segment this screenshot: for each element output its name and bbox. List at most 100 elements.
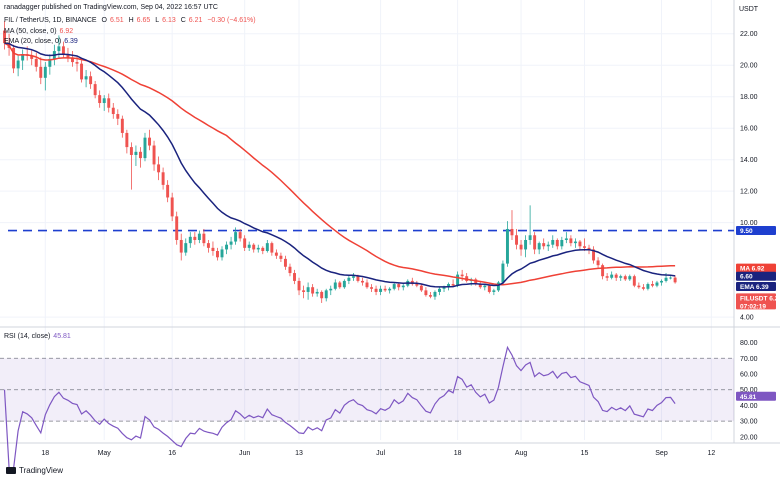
- candle-body: [3, 30, 7, 44]
- candle: [360, 277, 364, 286]
- candle-body: [197, 233, 201, 240]
- candle-body: [170, 197, 174, 217]
- candle-body: [220, 249, 224, 258]
- candle: [179, 233, 183, 261]
- candle-body: [107, 98, 111, 108]
- candle-body: [555, 239, 559, 247]
- candle-body: [143, 137, 147, 159]
- price-badge-text: 6.60: [740, 274, 753, 281]
- price-badge: 6.60: [736, 271, 776, 281]
- symbol-badge-text: 07:02:19: [740, 303, 766, 310]
- candle-body: [351, 276, 355, 278]
- change-value: −0.30 (−4.61%): [207, 17, 256, 24]
- candle: [573, 238, 577, 248]
- candle: [297, 277, 301, 296]
- candle: [533, 232, 537, 255]
- candle: [89, 71, 93, 89]
- candle-body: [80, 63, 84, 80]
- price-tick-label: 18.00: [740, 94, 758, 101]
- candle: [30, 49, 34, 66]
- candle-body: [256, 247, 260, 250]
- candle: [333, 279, 337, 291]
- candle: [397, 282, 401, 291]
- candle: [388, 287, 392, 294]
- candle-body: [152, 145, 156, 165]
- low-value: 6.13: [162, 17, 176, 24]
- candle-body: [216, 251, 219, 258]
- candle-body: [415, 284, 419, 286]
- candle-body: [311, 287, 315, 294]
- candle-body: [30, 55, 34, 59]
- rsi-tick-label: 60.00: [740, 372, 758, 379]
- rsi-tick-label: 40.00: [740, 403, 758, 410]
- candle-body: [664, 277, 668, 281]
- symbol-badge-text: FILUSDT 6.21: [740, 295, 780, 302]
- candle-body: [39, 66, 43, 78]
- candle: [428, 291, 432, 299]
- ema-legend: EMA (20, close, 0) 6.39: [4, 38, 78, 45]
- tradingview-logo-icon: [6, 467, 16, 474]
- rsi-band: [0, 357, 734, 422]
- rsi-legend: RSI (14, close) 45.81: [4, 333, 71, 340]
- candle: [623, 274, 627, 281]
- candle-body: [573, 241, 577, 244]
- candle: [492, 288, 496, 296]
- candle-body: [610, 274, 614, 278]
- candle: [610, 271, 614, 280]
- candle: [374, 285, 378, 296]
- candle: [261, 246, 265, 255]
- candle-body: [12, 47, 16, 69]
- candle-body: [669, 277, 673, 279]
- candle: [116, 109, 120, 126]
- candle-body: [184, 243, 188, 253]
- candle-body: [225, 244, 229, 250]
- candle: [243, 235, 247, 252]
- candle-body: [510, 228, 514, 236]
- candle-body: [614, 274, 618, 278]
- ma-50-line: [4, 42, 676, 286]
- candle: [650, 280, 654, 288]
- candle: [542, 238, 546, 250]
- candle: [596, 257, 600, 269]
- candle: [98, 90, 102, 108]
- candle: [188, 232, 192, 248]
- ohlc-line: FIL / TetherUS, 1D, BINANCE O 6.51 H 6.65 …: [4, 17, 256, 24]
- time-tick-label: Aug: [515, 450, 528, 457]
- candle-body: [333, 282, 337, 289]
- ema-20-line: [4, 42, 676, 288]
- candle: [637, 282, 641, 289]
- candle-body: [21, 54, 25, 61]
- candle: [524, 235, 528, 258]
- candle: [143, 132, 147, 162]
- candle: [583, 238, 586, 252]
- candle: [21, 49, 25, 70]
- candle: [34, 52, 38, 72]
- time-tick-label: May: [98, 450, 112, 457]
- candle-body: [428, 295, 432, 297]
- candle: [342, 279, 346, 289]
- candle-body: [519, 244, 523, 250]
- candle: [274, 249, 278, 259]
- candle: [347, 274, 351, 285]
- candle: [669, 276, 673, 280]
- candle-body: [315, 291, 319, 294]
- price-badge-bg: [736, 271, 776, 281]
- candle-body: [265, 243, 269, 252]
- candle: [424, 287, 428, 297]
- price-axis: 22.00 20.00 18.00 16.00 14.00 12.00 10.00 4.00: [740, 31, 758, 321]
- rsi-series: [3, 345, 676, 469]
- symbol-badge-bg: [736, 293, 776, 310]
- candle: [483, 284, 487, 291]
- candle-body: [623, 276, 627, 280]
- close-value: 6.21: [188, 17, 203, 24]
- candle: [370, 284, 374, 292]
- candle: [302, 285, 306, 299]
- candle: [234, 227, 238, 245]
- candle: [288, 263, 292, 277]
- candle-body: [202, 233, 206, 244]
- candle: [655, 280, 659, 288]
- candle-body: [138, 151, 142, 159]
- candle-body: [596, 260, 600, 266]
- candle-body: [451, 284, 455, 286]
- candle: [283, 255, 287, 270]
